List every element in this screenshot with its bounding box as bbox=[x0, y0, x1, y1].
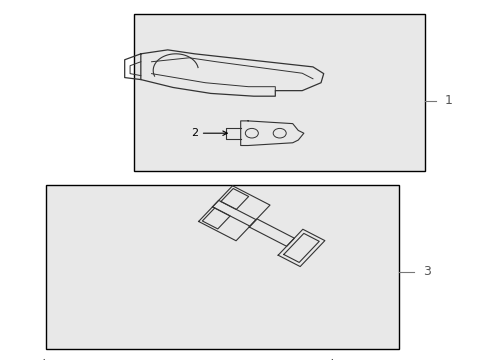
Text: 3: 3 bbox=[422, 265, 430, 278]
Bar bbox=[134, 14, 425, 171]
Text: 2: 2 bbox=[190, 128, 227, 138]
Text: 1: 1 bbox=[444, 94, 452, 107]
Bar bbox=[46, 185, 398, 349]
